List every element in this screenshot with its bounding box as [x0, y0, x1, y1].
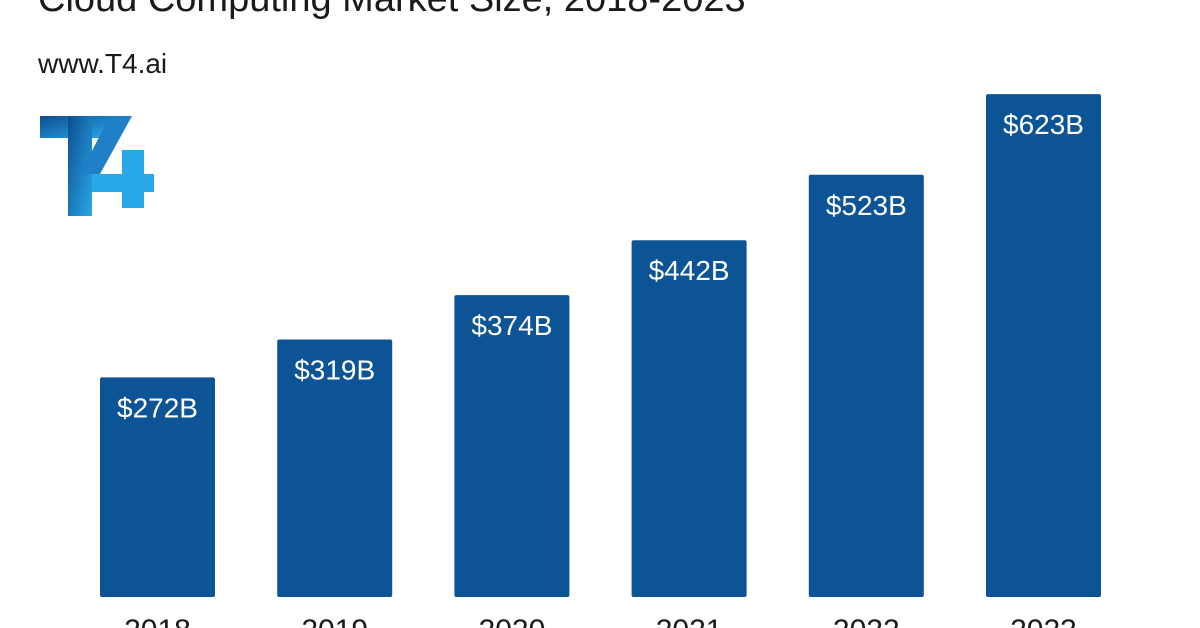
- x-tick-label-2022: 2022: [833, 614, 900, 628]
- bars-group: $272B $319B $374B $442B $523B $623B: [100, 94, 1101, 598]
- data-label-2023: $623B: [1003, 109, 1084, 140]
- chart-subtitle: www.T4.ai: [38, 48, 168, 79]
- data-label-2022: $523B: [826, 190, 907, 221]
- bar-2018: [100, 377, 215, 597]
- data-label-2018: $272B: [117, 392, 198, 423]
- bar-2021: [631, 240, 747, 598]
- bar-2022: [808, 174, 924, 597]
- x-tick-labels-group: 2018 2019 2020 2021 2022 2023: [124, 614, 1077, 628]
- bar-2019: [277, 339, 393, 597]
- t4-logo: [40, 116, 154, 216]
- x-tick-label-2019: 2019: [301, 614, 368, 628]
- data-label-2020: $374B: [471, 310, 552, 341]
- x-tick-label-2021: 2021: [656, 614, 723, 628]
- bar-2023: [986, 94, 1101, 597]
- chart-title: Cloud Computing Market Size, 2018-2023: [38, 0, 746, 21]
- bar-2020: [454, 295, 570, 597]
- data-label-2019: $319B: [294, 354, 375, 385]
- x-tick-label-2023: 2023: [1010, 614, 1077, 628]
- x-tick-label-2018: 2018: [124, 614, 191, 628]
- data-label-2021: $442B: [649, 255, 730, 286]
- x-tick-label-2020: 2020: [479, 614, 546, 628]
